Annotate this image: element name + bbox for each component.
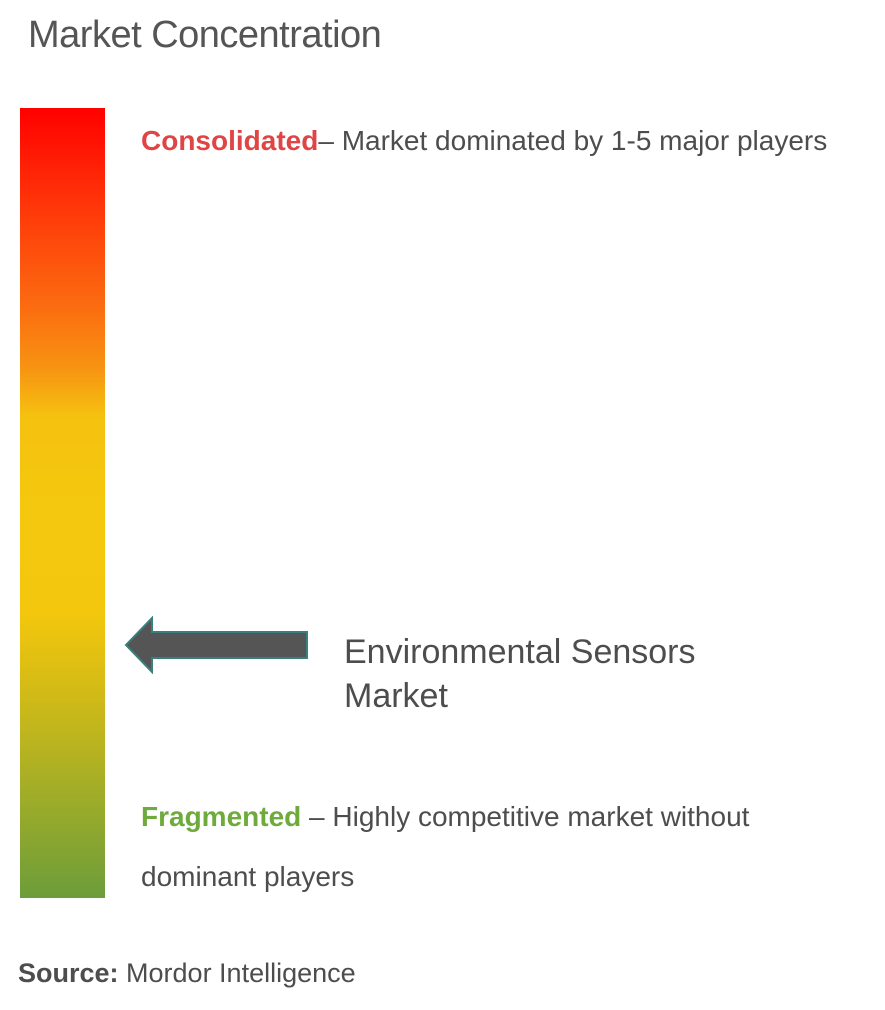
market-label-line1: Environmental Sensors bbox=[344, 633, 696, 671]
left-arrow-icon bbox=[124, 616, 308, 674]
fragmented-label: Fragmented – Highly competitive market w… bbox=[141, 787, 861, 907]
source-label: Source: bbox=[18, 958, 119, 988]
page-title: Market Concentration bbox=[28, 14, 382, 56]
source-note: Source: Mordor Intelligence bbox=[18, 958, 356, 989]
consolidated-keyword: Consolidated bbox=[141, 125, 319, 156]
fragmented-description: – Highly competitive market without domi… bbox=[141, 801, 750, 892]
source-value: Mordor Intelligence bbox=[118, 958, 356, 988]
fragmented-keyword: Fragmented bbox=[141, 801, 302, 832]
market-label-line2: Market bbox=[344, 677, 448, 715]
market-marker-label: Environmental Sensors Market bbox=[344, 630, 764, 718]
consolidated-description: – Market dominated by 1-5 major players bbox=[318, 125, 828, 156]
consolidated-label: Consolidated– Market dominated by 1-5 ma… bbox=[141, 111, 841, 171]
concentration-gradient-bar bbox=[20, 108, 105, 898]
